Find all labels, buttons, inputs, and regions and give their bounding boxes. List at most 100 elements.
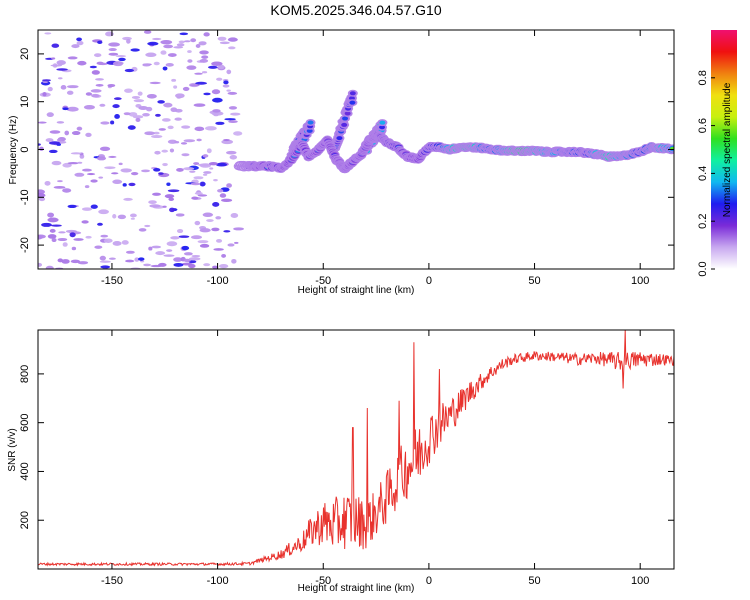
spectrogram-cell <box>48 141 61 145</box>
spectrogram-cell <box>103 238 113 243</box>
spectrogram-cell <box>153 131 160 135</box>
spectrogram-cell <box>197 240 209 244</box>
spectrogram-cell <box>143 30 152 34</box>
spectrogram-cell <box>155 251 166 256</box>
spectrogram-cell <box>307 120 314 125</box>
spectrogram-cell <box>196 138 202 142</box>
snr-x-tick-label: -50 <box>315 575 331 587</box>
spectrogram-cell <box>217 188 224 193</box>
snr-line <box>38 330 674 567</box>
spectrogram-cell <box>113 97 122 101</box>
spectrogram-cell <box>306 128 313 133</box>
spectrogram-cell <box>193 103 206 107</box>
spectrogram-cell <box>233 131 243 136</box>
spectrogram-cell <box>128 182 136 187</box>
spectrogram-cell <box>81 220 89 224</box>
spectrogram-cell <box>208 161 218 166</box>
colorbar-ticks: 0.0 0.2 0.4 0.6 0.8 <box>697 70 715 277</box>
spectrogram-cell <box>181 125 191 129</box>
spectrogram-cell <box>89 65 97 69</box>
spectrogram-cell <box>81 168 92 172</box>
spectrogram-cell <box>211 61 223 66</box>
spectrogram-cell <box>38 262 43 267</box>
spectrogram-x-axis-label: Height of straight line (km) <box>298 285 415 296</box>
spectrogram-cell <box>85 92 93 96</box>
spectrogram-cell <box>41 79 52 82</box>
spectrogram-cell <box>131 95 141 99</box>
snr-x-axis-label: Height of straight line (km) <box>298 583 415 594</box>
spectrogram-cell <box>71 246 77 251</box>
spectrogram-cell <box>379 125 386 130</box>
spectrogram-cell <box>138 228 147 232</box>
spectrogram-cell <box>98 176 104 179</box>
spectrogram-cell <box>50 64 63 67</box>
spectrogram-cell <box>162 118 171 122</box>
spectrogram-cell <box>112 61 124 67</box>
spectrogram-cell <box>57 77 63 80</box>
spectrogram-cell <box>199 50 209 55</box>
spectrogram-cell <box>223 138 230 142</box>
spectrogram-cell <box>194 72 203 75</box>
spectrogram-cell <box>42 80 48 84</box>
spectrogram-cell <box>204 126 217 131</box>
spectrogram-cell <box>212 97 223 103</box>
spectrogram-x-tick-label: 50 <box>528 275 540 287</box>
spectrogram-cell <box>227 243 235 247</box>
spectrogram-cell <box>190 235 203 240</box>
spectrogram-cell <box>215 216 222 220</box>
spectrogram-cell <box>62 188 72 193</box>
spectrogram-cell <box>174 141 180 144</box>
spectrogram-cell <box>47 217 59 223</box>
spectrogram-cell <box>153 61 160 66</box>
spectrogram-cell <box>67 204 77 209</box>
spectrogram-cell <box>215 121 225 125</box>
spectrogram-cell <box>57 180 63 183</box>
spectrogram-cell <box>189 84 200 87</box>
spectrogram-cell <box>170 236 180 240</box>
spectrogram-cell <box>76 126 83 131</box>
spectrogram-cell <box>66 90 74 95</box>
spectrogram-cell <box>114 114 120 119</box>
spectrogram-cell <box>129 213 137 218</box>
spectrogram-cell <box>167 53 177 57</box>
spectrogram-cell <box>165 62 174 67</box>
spectrogram-cell <box>218 64 225 70</box>
spectrogram-cell <box>41 222 52 227</box>
snr-x-tick-label: -150 <box>101 575 123 587</box>
spectrogram-cell <box>77 60 87 66</box>
spectrogram-cell <box>131 171 139 176</box>
spectrogram-cell <box>349 91 356 96</box>
spectrogram-cell <box>95 78 104 81</box>
colorbar-tick-label: 0.0 <box>697 261 709 276</box>
spectrogram-cell <box>122 183 127 187</box>
spectrogram-cell <box>153 167 161 172</box>
spectrogram-cell <box>173 46 184 49</box>
spectrogram-cell <box>181 153 190 157</box>
spectrogram-cell <box>178 40 185 44</box>
spectrogram-cell <box>212 202 220 207</box>
chart-title: KOM5.2025.346.04.57.G10 <box>270 2 441 18</box>
spectrogram-cell <box>230 112 241 116</box>
spectrogram-cell <box>49 228 56 233</box>
spectrogram-cell <box>77 261 89 265</box>
spectrogram-cell <box>169 207 175 213</box>
spectrogram-cell <box>127 125 136 130</box>
spectrogram-cell <box>170 107 178 113</box>
spectrogram-cell <box>85 132 92 138</box>
spectrogram-cell <box>211 89 221 95</box>
spectrogram-cell <box>183 252 193 256</box>
spectrogram-cell <box>123 112 131 116</box>
spectrogram-cell <box>57 237 68 242</box>
spectrogram-cell <box>199 243 210 248</box>
spectrogram-cell <box>176 43 185 47</box>
spectrogram-cell <box>163 254 175 257</box>
spectrogram-y-tick-label: -10 <box>19 189 31 205</box>
spectrogram-cell <box>115 55 127 58</box>
spectrogram-cell <box>133 99 145 103</box>
snr-y-ticks: 200 400 600 800 <box>19 365 674 529</box>
spectrogram-cell <box>158 172 164 175</box>
spectrogram-cell <box>151 134 163 139</box>
spectrogram-cell <box>183 258 191 263</box>
spectrogram-cell <box>161 149 169 153</box>
